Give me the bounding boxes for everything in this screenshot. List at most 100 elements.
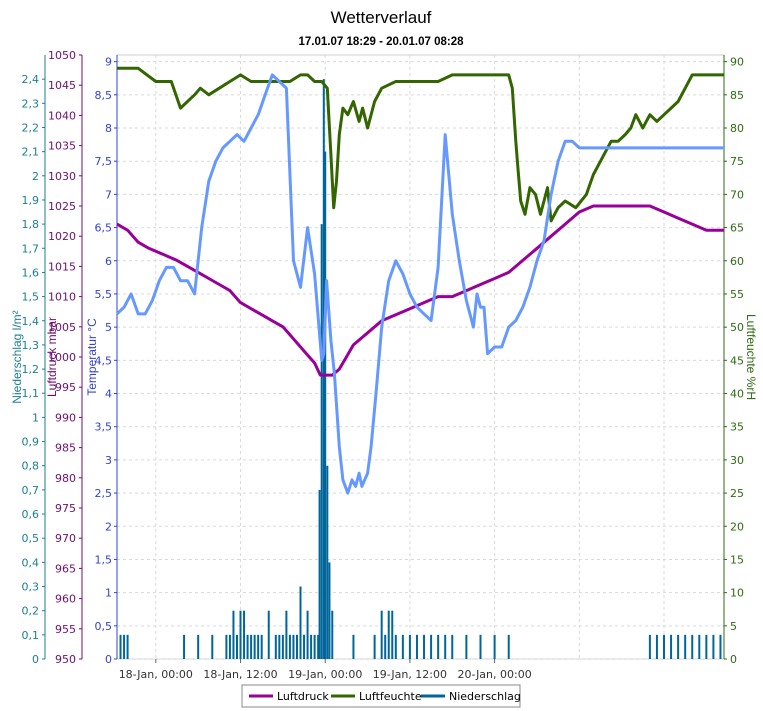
y-tick-label-niederschlag: 1,7 xyxy=(22,242,40,255)
y-tick-label-temperatur: 2 xyxy=(105,520,112,533)
y-tick-label-luftfeuchte: 70 xyxy=(730,188,744,201)
series-line-temperatur xyxy=(115,73,724,495)
y-tick-label-niederschlag: 1,9 xyxy=(22,194,40,207)
y-tick-label-luftdruck: 965 xyxy=(55,562,76,575)
x-tick-label: 20-Jan, 00:00 xyxy=(457,668,531,681)
legend-label-luftfeuchte: Luftfeuchte xyxy=(359,690,422,703)
x-tick-label: 19-Jan, 12:00 xyxy=(373,668,447,681)
y-tick-label-luftfeuchte: 30 xyxy=(730,454,744,467)
y-tick-label-temperatur: 4 xyxy=(105,388,112,401)
axes: 18-Jan, 00:00 18-Jan, 12:00 19-Jan, 00:00 1… xyxy=(10,49,758,681)
axis-title-luftfeuchte: Luftfeuchte %rH xyxy=(744,314,758,400)
y-tick-label-luftfeuchte: 0 xyxy=(730,653,737,666)
y-tick-label-luftdruck: 1050 xyxy=(48,49,76,62)
y-tick-label-luftdruck: 1005 xyxy=(48,321,76,334)
y-tick-label-luftdruck: 985 xyxy=(55,442,76,455)
y-tick-label-temperatur: 1,5 xyxy=(95,553,113,566)
y-tick-label-temperatur: 6,5 xyxy=(95,222,113,235)
y-tick-label-luftdruck: 1040 xyxy=(48,109,76,122)
y-tick-label-niederschlag: 1 xyxy=(32,411,39,424)
y-tick-label-luftdruck: 980 xyxy=(55,472,76,485)
y-tick-label-luftdruck: 970 xyxy=(55,532,76,545)
y-tick-label-temperatur: 3,5 xyxy=(95,421,113,434)
y-tick-label-niederschlag: 2,4 xyxy=(22,73,40,86)
y-tick-label-niederschlag: 2 xyxy=(32,170,39,183)
chart-subtitle: 17.01.07 18:29 - 20.01.07 08:28 xyxy=(299,36,465,48)
legend-label-luftdruck: Luftdruck xyxy=(277,690,329,703)
x-tick-label: 19-Jan, 00:00 xyxy=(288,668,362,681)
series-line-luftdruck xyxy=(116,204,724,377)
y-tick-label-luftdruck: 1045 xyxy=(48,79,76,92)
y-tick-label-temperatur: 7 xyxy=(105,188,112,201)
y-tick-label-luftdruck: 975 xyxy=(55,502,76,515)
y-tick-label-luftfeuchte: 50 xyxy=(730,321,744,334)
y-tick-label-niederschlag: 2,1 xyxy=(22,146,40,159)
y-tick-label-luftfeuchte: 15 xyxy=(730,553,744,566)
y-tick-label-luftdruck: 960 xyxy=(55,593,76,606)
y-tick-label-niederschlag: 2,3 xyxy=(22,97,40,110)
x-tick-label: 18-Jan, 12:00 xyxy=(203,668,277,681)
y-tick-label-niederschlag: 0,8 xyxy=(22,460,40,473)
y-tick-label-niederschlag: 1,1 xyxy=(22,387,40,400)
y-tick-label-temperatur: 8 xyxy=(105,122,112,135)
y-tick-label-temperatur: 6 xyxy=(105,255,112,268)
y-tick-label-niederschlag: 1,6 xyxy=(22,266,40,279)
y-tick-label-luftdruck: 1035 xyxy=(48,140,76,153)
x-tick-label: 18-Jan, 00:00 xyxy=(119,668,193,681)
y-tick-label-niederschlag: 1,5 xyxy=(22,291,40,304)
y-tick-label-luftfeuchte: 10 xyxy=(730,587,744,600)
y-tick-label-niederschlag: 0,5 xyxy=(22,532,40,545)
y-tick-label-niederschlag: 1,4 xyxy=(22,315,40,328)
y-tick-label-luftdruck: 1025 xyxy=(48,200,76,213)
y-tick-label-temperatur: 7,5 xyxy=(95,155,113,168)
legend-box xyxy=(241,684,521,708)
y-tick-label-luftdruck: 1010 xyxy=(48,291,76,304)
y-tick-label-luftdruck: 950 xyxy=(55,653,76,666)
y-tick-label-luftfeuchte: 45 xyxy=(730,354,744,367)
axis-title-temperatur: Temperatur °C xyxy=(85,318,99,396)
y-tick-label-luftdruck: 1015 xyxy=(48,260,76,273)
y-tick-label-niederschlag: 0,2 xyxy=(22,605,40,618)
y-tick-label-luftdruck: 990 xyxy=(55,411,76,424)
y-tick-label-luftfeuchte: 25 xyxy=(730,487,744,500)
y-tick-label-luftfeuchte: 80 xyxy=(730,122,744,135)
y-tick-label-luftdruck: 1020 xyxy=(48,230,76,243)
y-tick-label-luftfeuchte: 90 xyxy=(730,56,744,69)
y-tick-label-niederschlag: 0,7 xyxy=(22,484,40,497)
y-tick-label-luftfeuchte: 85 xyxy=(730,89,744,102)
y-tick-label-luftfeuchte: 40 xyxy=(730,388,744,401)
y-tick-label-temperatur: 0,5 xyxy=(95,620,113,633)
axis-title-niederschlag: Niederschlag l/m² xyxy=(10,310,24,403)
y-tick-label-niederschlag: 0 xyxy=(32,653,39,666)
series xyxy=(115,66,724,659)
y-tick-label-luftfeuchte: 60 xyxy=(730,255,744,268)
axis-title-luftdruck: Luftdruck mbar xyxy=(45,317,59,397)
y-tick-label-luftfeuchte: 35 xyxy=(730,421,744,434)
y-tick-label-niederschlag: 0,4 xyxy=(22,556,40,569)
y-tick-label-temperatur: 5 xyxy=(105,321,112,334)
y-tick-label-niederschlag: 1,3 xyxy=(22,339,40,352)
y-tick-label-temperatur: 0 xyxy=(105,653,112,666)
chart-title: Wetterverlauf xyxy=(331,8,432,27)
y-tick-label-luftdruck: 1000 xyxy=(48,351,76,364)
y-tick-label-niederschlag: 1,8 xyxy=(22,218,40,231)
y-tick-label-luftdruck: 995 xyxy=(55,381,76,394)
y-tick-label-niederschlag: 0,1 xyxy=(22,629,40,642)
y-tick-label-luftdruck: 955 xyxy=(55,623,76,636)
y-tick-label-luftfeuchte: 55 xyxy=(730,288,744,301)
legend-label-niederschlag: Niederschlag xyxy=(449,690,521,703)
y-tick-label-temperatur: 3 xyxy=(105,454,112,467)
y-tick-label-temperatur: 9 xyxy=(105,56,112,69)
y-tick-label-niederschlag: 0,3 xyxy=(22,581,40,594)
y-tick-label-luftfeuchte: 5 xyxy=(730,620,737,633)
y-tick-label-temperatur: 1 xyxy=(105,587,112,600)
series-line-luftfeuchte xyxy=(117,66,724,223)
y-tick-label-luftdruck: 1030 xyxy=(48,170,76,183)
y-tick-label-luftfeuchte: 65 xyxy=(730,222,744,235)
y-tick-label-niederschlag: 0,9 xyxy=(22,436,40,449)
y-tick-label-niederschlag: 0,6 xyxy=(22,508,40,521)
y-tick-label-luftfeuchte: 20 xyxy=(730,520,744,533)
y-tick-label-temperatur: 5,5 xyxy=(95,288,113,301)
